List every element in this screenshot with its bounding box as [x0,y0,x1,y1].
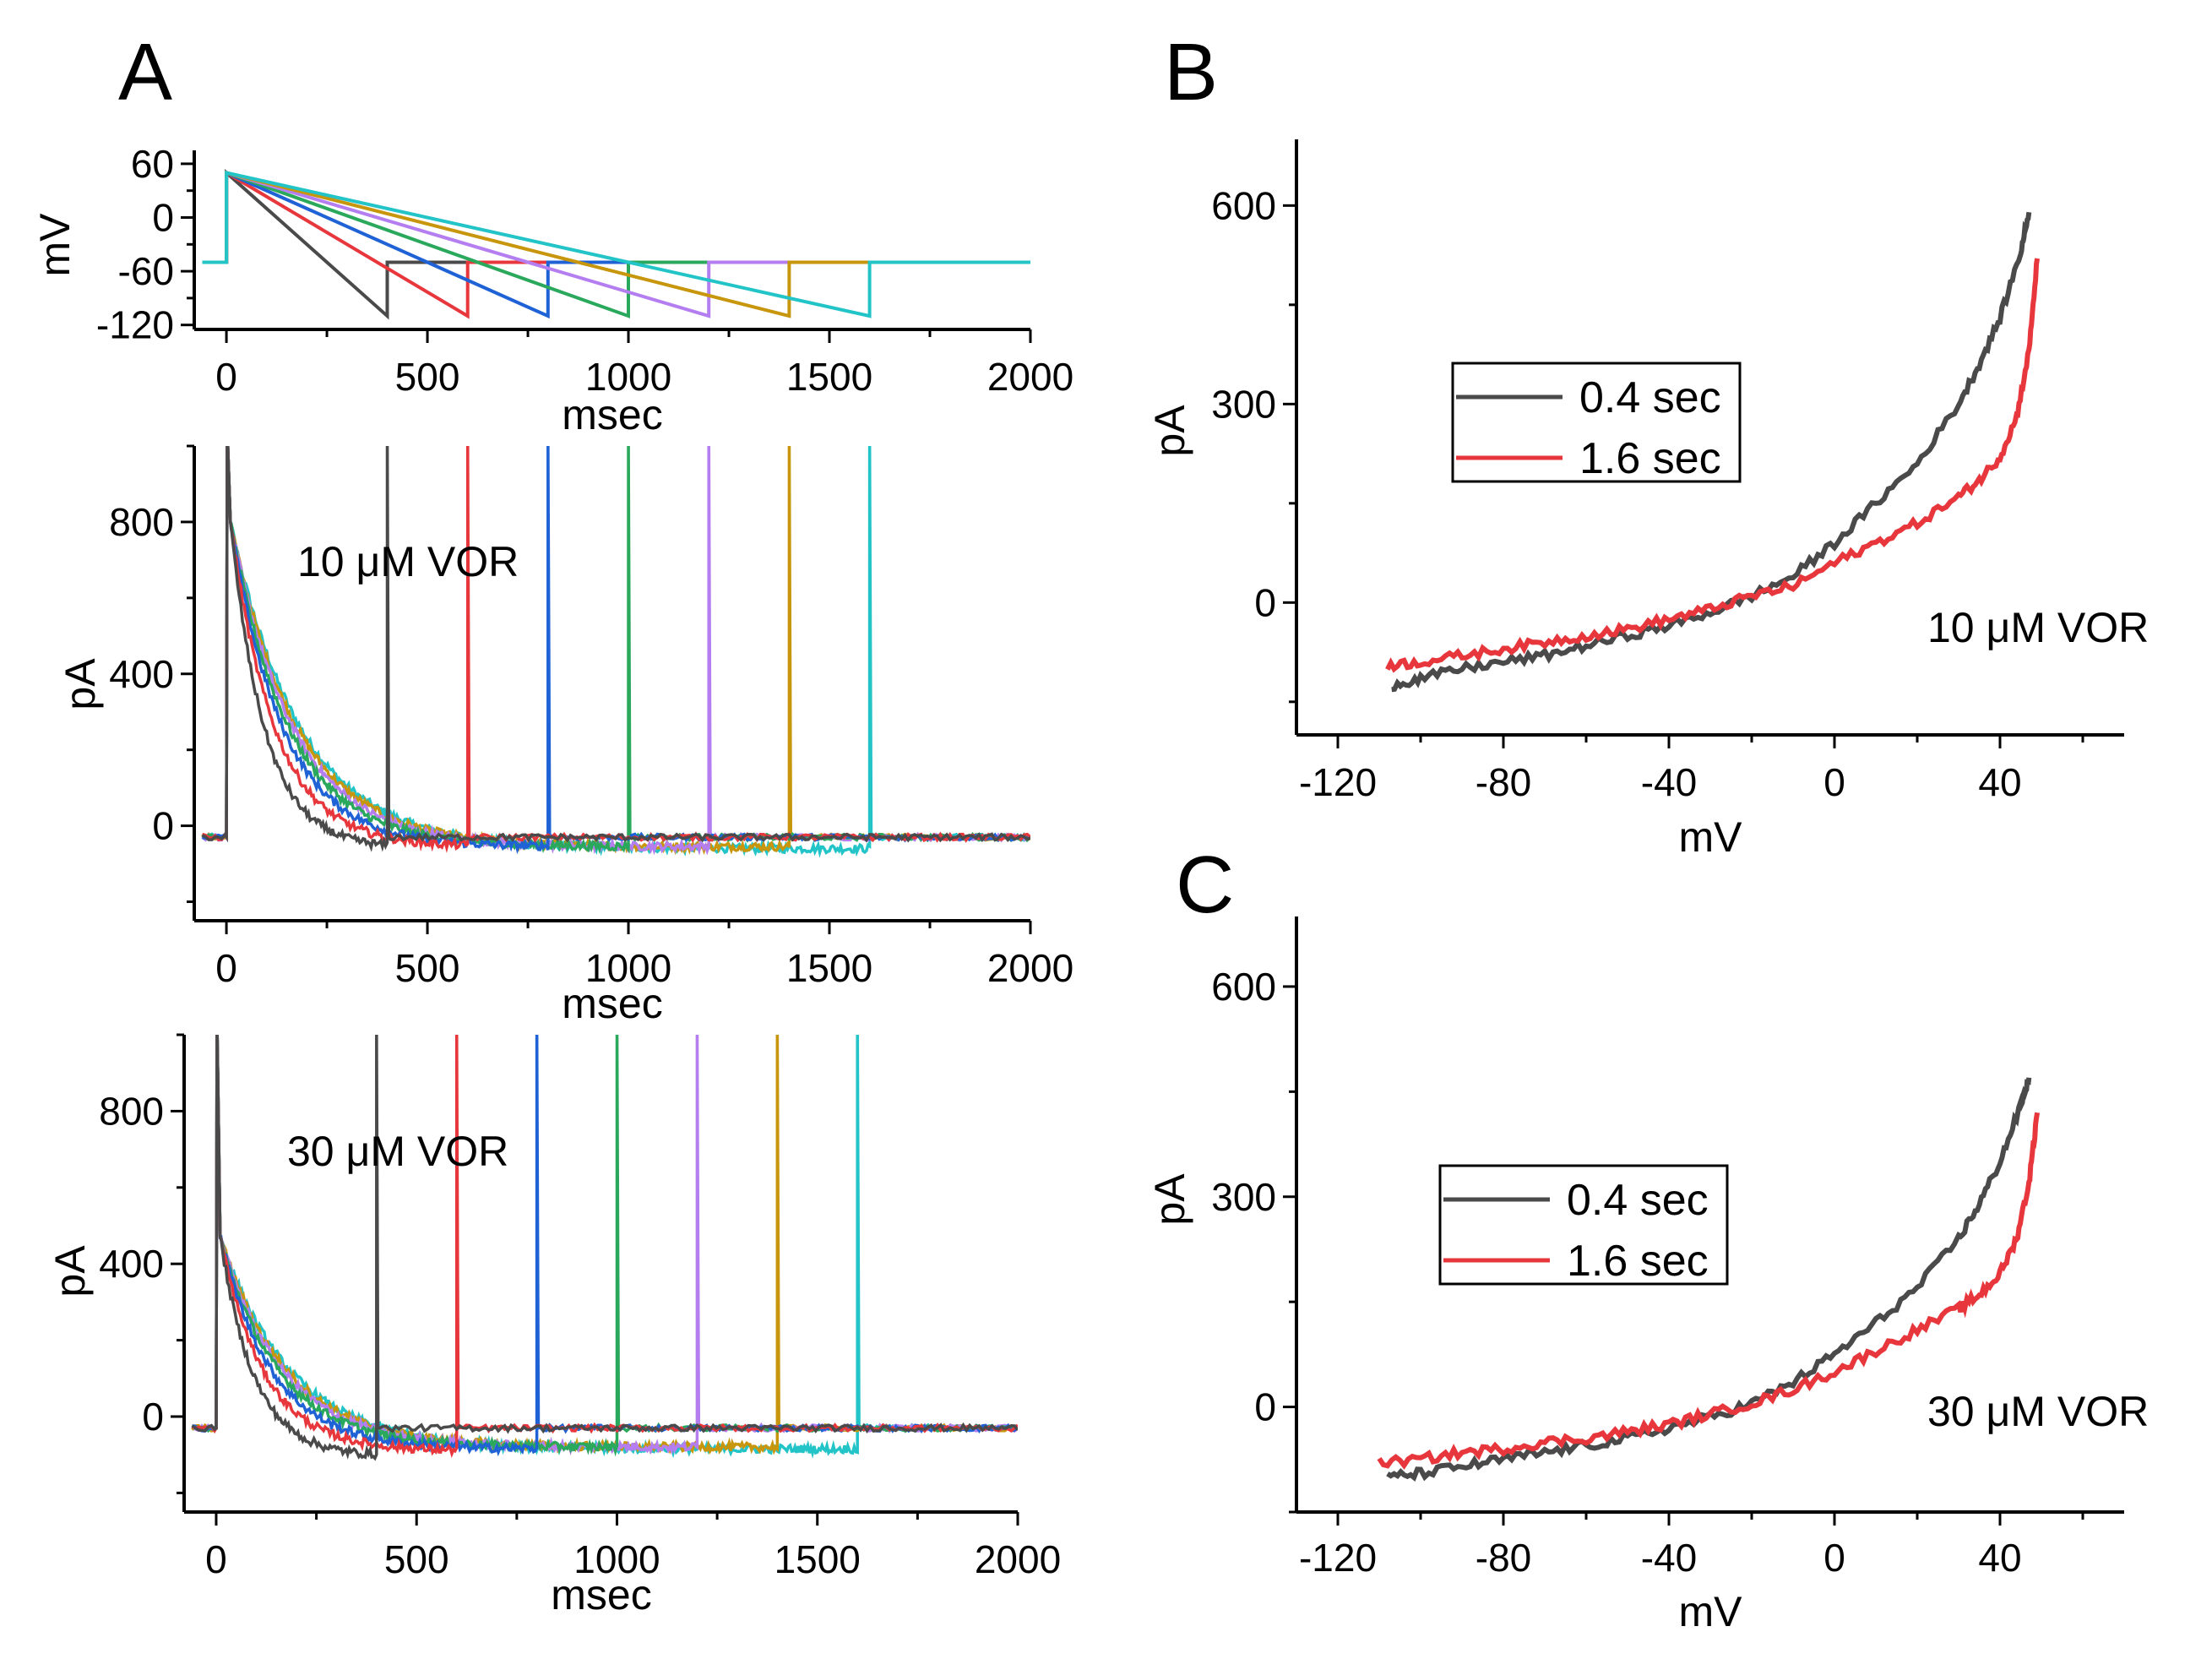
panel-letter-b: B [1164,27,1218,117]
panel-letter-a: A [118,27,172,117]
y-tick-label: 800 [99,1089,164,1133]
y-tick-label: 300 [1211,382,1276,426]
x-tick-label: 500 [395,355,460,399]
x-tick-label: -40 [1641,760,1697,804]
legend-label: 1.6 sec [1579,434,1721,483]
x-axis-label: msec [562,980,662,1027]
series-line-1.4-sec [191,1035,1018,1455]
x-tick-label: 40 [1978,760,2021,804]
y-tick-label: 0 [1254,1385,1276,1429]
x-tick-label: 1000 [585,946,671,990]
chart-a-mid: 0 500 1000 1500 2000 800 400 0 msec pA 10 μM VOR [57,444,1073,1027]
y-tick-label: -60 [118,249,174,293]
legend-label: 0.4 sec [1567,1176,1709,1225]
x-tick-label: -120 [1299,1536,1377,1580]
chart-a-top: 0 500 1000 1500 2000 60 0 -60 -120 msec mV [31,142,1073,438]
x-tick-label: -120 [1299,760,1377,804]
x-tick-label: -80 [1476,760,1531,804]
series-line-0.8-sec [202,446,1030,855]
y-axis-label: pA [1146,1173,1193,1226]
y-tick-label: 0 [1254,580,1276,624]
legend-label: 1.6 sec [1567,1237,1709,1286]
condition-annotation: 10 μM VOR [297,538,519,585]
x-axis-label: msec [562,391,662,438]
x-tick-label: 0 [1823,1536,1845,1580]
y-axis-label: pA [57,658,104,710]
condition-annotation: 10 μM VOR [1927,604,2149,651]
y-tick-label: 60 [131,142,174,186]
x-tick-label: 2000 [975,1537,1061,1581]
x-tick-label: -40 [1641,1536,1697,1580]
series-line-0.4-sec [1391,211,2032,693]
series-line-1.6-sec [192,1035,1018,1459]
x-tick-label: 500 [395,946,460,990]
x-axis-label: msec [551,1571,651,1618]
series-line-0.4-sec [191,1035,1018,1461]
series-line-1.6-sec [1377,1112,2041,1470]
legend-label: 0.4 sec [1579,373,1721,422]
y-tick-label: 600 [1211,965,1276,1009]
x-tick-label: -80 [1476,1536,1531,1580]
condition-annotation: 30 μM VOR [287,1128,508,1175]
chart-b: -120 -80 -40 0 40 600 300 0 mV pA 10 μM VOR 0.4 sec… [1146,139,2149,861]
x-tick-label: 1500 [786,355,872,399]
y-tick-label: 600 [1211,183,1276,227]
y-axis-label: pA [1146,405,1193,457]
y-tick-label: 0 [152,196,174,240]
series-line-1.0-sec [192,1035,1018,1457]
series-line-1.6-sec [1385,258,2041,673]
x-tick-label: 0 [1823,760,1845,804]
legend: 0.4 sec 1.6 sec [1438,1164,1729,1286]
x-tick-label: 1000 [585,355,671,399]
x-tick-label: 2000 [987,946,1073,990]
y-tick-label: 0 [152,804,174,848]
series-line-0.8-sec [192,1035,1018,1457]
trace-group [191,1035,1018,1461]
x-tick-label: 2000 [987,355,1073,399]
x-tick-label: 500 [384,1537,449,1581]
x-tick-label: 0 [205,1537,227,1581]
x-tick-label: 1000 [573,1537,660,1581]
legend-box [1451,362,1742,483]
y-tick-label: 400 [109,652,174,696]
x-tick-label: 1500 [786,946,872,990]
x-tick-label: 40 [1978,1536,2021,1580]
legend: 0.4 sec 1.6 sec [1451,362,1742,483]
chart-c: -120 -80 -40 0 40 600 300 0 mV pA 30 μM VOR 0.4 sec… [1146,917,2149,1635]
series-line-1.2-sec [191,1035,1018,1456]
y-tick-label: 400 [99,1242,164,1286]
trace-group [201,446,1030,858]
y-tick-label: -120 [96,303,174,347]
series-line-1.6-sec [202,171,1030,318]
series-line-1.0-sec [201,446,1030,854]
y-tick-label: 800 [109,500,174,544]
x-tick-label: 1500 [774,1537,861,1581]
condition-annotation: 30 μM VOR [1927,1388,2149,1435]
x-tick-label: 0 [215,355,237,399]
y-axis-label: pA [46,1245,94,1297]
y-tick-label: 300 [1211,1175,1276,1219]
legend-box [1438,1164,1729,1286]
panel-letter-c: C [1176,840,1234,930]
x-axis-label: mV [1679,1588,1743,1635]
series-line-0.4-sec [1386,1077,2032,1482]
y-axis-label: mV [31,213,79,277]
x-tick-label: 0 [215,946,237,990]
series-line-0.4-sec [201,446,1030,852]
x-axis-label: mV [1679,813,1743,861]
y-tick-label: 0 [142,1395,164,1439]
chart-a-bot: 0 500 1000 1500 2000 800 400 0 msec pA 30 μM VOR [46,1033,1061,1618]
